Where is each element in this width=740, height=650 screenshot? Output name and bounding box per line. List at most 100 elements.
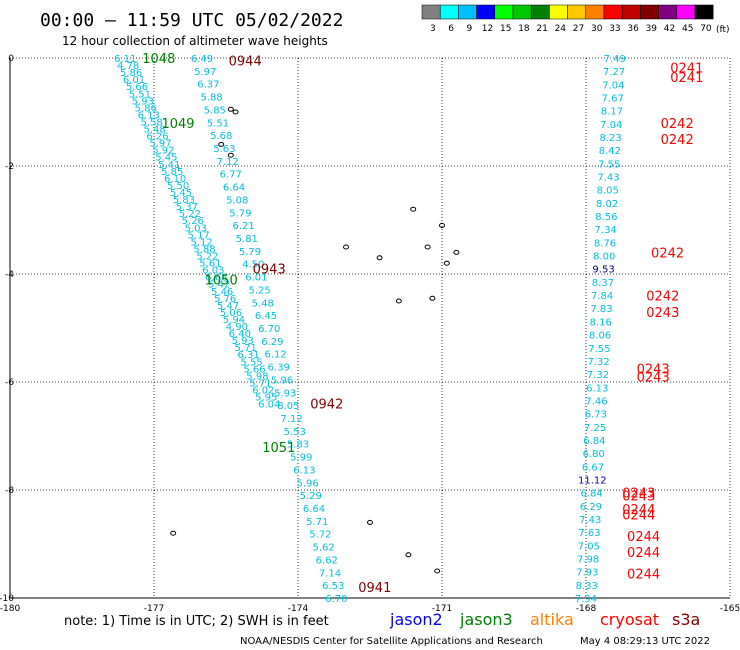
chart-title: 00:00 — 11:59 UTC 05/02/2022 [40,10,343,31]
legend-entry: jason2 [389,610,443,629]
wave-height-value: 7.93 [576,568,598,579]
wave-height-value: 5.62 [312,543,334,554]
wave-height-value: 9.53 [592,265,614,276]
wave-height-value: 8.05 [597,186,619,197]
legend-entry: cryosat [600,610,659,629]
wave-height-value: 6.37 [197,80,219,91]
legend-entry: jason3 [459,610,513,629]
wave-height-value: 11.12 [578,475,607,486]
wave-height-value: 5.86 [135,103,157,114]
colorbar-swatch [421,4,441,20]
island-outline [343,244,349,250]
wave-height-value: 5.85 [161,167,183,178]
wave-height-value: 5.97 [194,67,216,78]
island-outline [395,298,402,304]
wave-height-value: 6.29 [261,337,283,348]
wave-height-value: 5.29 [300,491,322,502]
wave-height-value: 6.77 [220,170,242,181]
wave-height-value: 7.49 [604,54,626,65]
colorbar-tick: 18 [518,24,530,34]
wave-height-value: 6.13 [586,383,608,394]
wave-height-value: 7.55 [598,159,620,170]
island-outlines [170,106,460,574]
wave-height-value: 6.49 [191,54,213,65]
pass-time-label: 0242 [651,246,684,261]
wave-height-value: 5.58 [141,117,163,128]
pass-time-label: 0243 [622,489,655,504]
wave-height-value: 5.71 [235,343,257,354]
wave-height-value: 5.61 [199,259,221,270]
wave-height-value: 7.05 [578,541,600,552]
pass-time-label: 0244 [622,508,655,523]
x-tick-label: -177 [144,604,164,614]
wave-height-value: 7.67 [602,94,624,105]
y-tick-label: -2 [5,162,14,172]
wave-height-value: 5.66 [243,364,265,375]
colorbar-swatch [603,4,623,20]
pass-time-label: 0244 [627,530,660,545]
wave-height-value: 7.98 [577,554,599,565]
wave-height-value: 5.26 [182,216,204,227]
wave-height-value: 5.93 [274,388,296,399]
wave-height-value: 7.32 [588,357,610,368]
colorbar-swatch [458,4,477,20]
wave-height-value: 8.06 [589,331,611,342]
wave-height-value: 6.13 [138,110,160,121]
legend-entry: altika [530,610,574,629]
wave-height-value: 6.04 [258,400,280,411]
wave-height-value: 6.53 [322,581,344,592]
wave-height-value: 5.17 [188,230,210,241]
wave-height-value: 4.50 [242,260,264,271]
wave-height-value: 6.11 [114,54,136,65]
colorbar-tick: 21 [536,24,547,34]
wave-height-value: 7.46 [585,396,607,407]
wave-height-value: 6.26 [146,132,168,143]
wave-height-value: 7.04 [600,120,622,131]
pass-time-labels: 1048 0944 1049 0943 1050 0942 1051 0941 02410241… [142,52,703,596]
x-tick-labels: -180 -177 -174 -171 -168 -165 [0,604,740,614]
wave-height-value: 5.93 [132,96,154,107]
wave-height-value: 7.27 [603,67,625,78]
y-tick-label: -4 [5,270,14,280]
wave-height-value: 7.25 [584,423,606,434]
wave-height-value: 5.71 [306,517,328,528]
wave-height-value: 7.94 [575,594,597,605]
wave-height-value: 6.84 [583,436,605,447]
footer-timestamp: May 4 08:29:13 UTC 2022 [580,636,710,647]
colorbar-swatch [476,4,496,20]
wave-height-value: 7.34 [595,225,617,236]
colorbar-swatch [567,4,587,20]
wave-height-value: 5.68 [210,131,232,142]
wave-height-value: 6.39 [268,363,290,374]
island-outline [376,255,383,261]
island-outline [429,295,436,301]
wave-height-value: 5.83 [173,195,195,206]
colorbar-tick: 6 [448,24,454,34]
colorbar-tick: 33 [609,24,620,34]
wave-height-value: 5.53 [284,427,306,438]
island-outline [170,530,177,536]
wave-height-value: 7.32 [587,370,609,381]
wave-height-value: 4.78 [117,61,139,72]
wave-height-value: 5.51 [129,89,151,100]
pass-time-label: 0243 [646,306,679,321]
colorbar-tick: 45 [682,24,693,34]
wave-height-value: 5.98 [246,371,268,382]
pass-time-label: 0244 [627,546,660,561]
wave-height-value: 8.42 [599,146,621,157]
wave-height-value: 7.04 [602,80,624,91]
wave-height-value: 7.12 [216,157,238,168]
pass-time-label: 0243 [637,371,670,386]
wave-height-value: 5.86 [120,68,142,79]
colorbar-swatch [585,4,605,20]
colorbar: 3 6 9 12 15 18 21 24 27 30 33 36 39 42 45 70 [421,4,714,34]
wave-height-value: 5.47 [217,301,239,312]
wave-height-value: 6.62 [316,555,338,566]
colorbar-tick: 27 [573,24,584,34]
wave-height-value: 5.08 [226,195,248,206]
colorbar-swatch [549,4,568,20]
wave-height-value: 6.73 [585,410,607,421]
wave-height-value: 6.12 [264,350,286,361]
colorbar-unit: (ft) [716,25,730,35]
wave-height-value: 4.90 [226,322,248,333]
